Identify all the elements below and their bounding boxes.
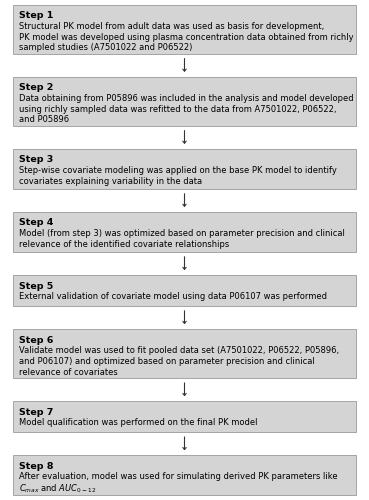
Text: Step 6: Step 6 [20,336,54,344]
Bar [13,275,356,306]
Text: Data obtaining from P05896 was included in the analysis and model developed
usin: Data obtaining from P05896 was included … [20,94,354,124]
Text: Structural PK model from adult data was used as basis for development,
PK model : Structural PK model from adult data was … [20,22,354,52]
Text: Step 7: Step 7 [20,408,54,416]
Text: External validation of covariate model using data P06107 was performed: External validation of covariate model u… [20,292,327,301]
Text: Step 2: Step 2 [20,84,54,92]
Bar [13,401,356,432]
Text: Step 3: Step 3 [20,156,54,164]
Bar [13,148,356,189]
Bar [13,76,356,126]
Text: Step 1: Step 1 [20,12,54,20]
Bar [13,212,356,252]
Bar [13,455,356,496]
Bar [13,329,356,378]
Text: Model (from step 3) was optimized based on parameter precision and clinical
rele: Model (from step 3) was optimized based … [20,229,345,249]
Text: Step 5: Step 5 [20,282,54,290]
Text: Step-wise covariate modeling was applied on the base PK model to identify
covari: Step-wise covariate modeling was applied… [20,166,337,186]
Text: Validate model was used to fit pooled data set (A7501022, P06522, P05896,
and P0: Validate model was used to fit pooled da… [20,346,339,376]
Bar [13,4,356,54]
Text: Model qualification was performed on the final PK model: Model qualification was performed on the… [20,418,258,428]
Text: Step 4: Step 4 [20,218,54,228]
Text: After evaluation, model was used for simulating derived PK parameters like: After evaluation, model was used for sim… [20,472,338,482]
Text: $C_{max}$ and $AUC_{0-12}$: $C_{max}$ and $AUC_{0-12}$ [20,482,97,495]
Text: Step 8: Step 8 [20,462,54,470]
